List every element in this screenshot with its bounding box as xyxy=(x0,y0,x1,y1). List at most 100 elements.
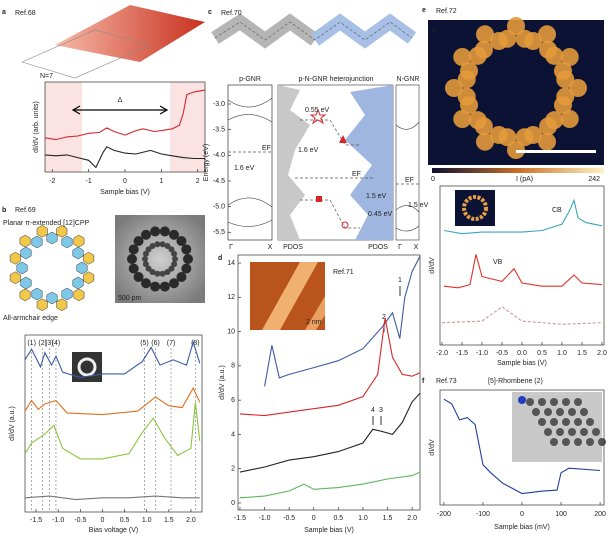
x-tick-label: 1 xyxy=(159,178,163,185)
hexagon xyxy=(61,287,73,301)
stm-dot xyxy=(127,254,137,264)
spectrum xyxy=(264,255,421,387)
annotation: 242 xyxy=(588,176,600,183)
spectrum xyxy=(443,254,603,289)
x-tick-label: 1.5 xyxy=(577,350,587,357)
peak-label: (8) xyxy=(191,340,200,347)
spectrum xyxy=(239,392,421,473)
x-tick-label: 0 xyxy=(100,517,104,524)
hexagon xyxy=(36,298,48,311)
x-tick-label: 1.0 xyxy=(358,515,368,522)
ring-lobe xyxy=(538,132,556,151)
stm-dot xyxy=(141,229,151,240)
stm-pattern xyxy=(127,226,193,292)
ring-lobe xyxy=(545,46,564,65)
x-tick-label: 200 xyxy=(594,511,606,518)
x-tick-label: -1.5 xyxy=(456,350,468,357)
annotation: N=7 xyxy=(40,73,53,80)
spectrum xyxy=(443,198,603,235)
x-axis-label: Sample bias (V) xyxy=(497,360,547,367)
annotation: Γ xyxy=(398,244,402,251)
panel-letter: f xyxy=(422,378,425,385)
stm-dot xyxy=(149,268,156,275)
y-axis-label: dI/dV (a.u.) xyxy=(9,406,16,441)
annotation: 1.5 eV xyxy=(366,193,387,200)
hexagon xyxy=(36,225,48,238)
annotation: 500 pm xyxy=(118,295,142,302)
panel-ref: Ref.73 xyxy=(436,378,457,385)
annotation: N-GNR xyxy=(397,76,420,83)
hex-dot xyxy=(556,428,564,436)
stm-dot xyxy=(145,265,152,272)
x-tick-label: -1 xyxy=(86,178,92,185)
stm-dot xyxy=(142,261,149,268)
x-tick-label: 0.5 xyxy=(333,515,343,522)
plot-frame xyxy=(237,254,421,511)
annotation: 2 nm xyxy=(306,319,322,326)
x-tick-label: 0 xyxy=(520,511,524,518)
stm-dot xyxy=(142,256,148,262)
markers xyxy=(309,108,349,229)
ring-lobe xyxy=(468,111,487,130)
stm-dot xyxy=(172,256,178,262)
peak-label: (7) xyxy=(167,340,176,347)
hexagon xyxy=(73,288,85,302)
hexagon xyxy=(56,225,68,238)
annotation: X xyxy=(414,244,419,251)
panel-ref: Ref.70 xyxy=(221,10,242,17)
peak-label: (1) xyxy=(27,340,36,347)
stm-dot xyxy=(150,281,161,292)
ring-lobe xyxy=(453,48,472,66)
y-axis-label: dI/dV (arb. units) xyxy=(33,101,40,153)
plot-frame xyxy=(227,84,273,241)
x-axis-label: Sample bias (V) xyxy=(100,189,150,196)
hex-dot xyxy=(562,398,570,406)
x-tick-label: 100 xyxy=(555,511,567,518)
ring-lobe xyxy=(489,125,508,144)
pdos-fill xyxy=(278,85,310,240)
inset-pattern xyxy=(526,398,606,446)
y-tick-label: 10 xyxy=(227,328,235,335)
panel-letter: b xyxy=(2,207,6,214)
ring-lobe xyxy=(498,29,517,48)
annotation: EF xyxy=(352,171,361,178)
stm-dot xyxy=(133,271,144,282)
spectrum xyxy=(239,317,421,417)
scale-bar xyxy=(516,150,596,153)
panel-letter: e xyxy=(422,7,426,14)
x-axis-label: Bias voltage (V) xyxy=(89,527,138,534)
x-tick-label: -200 xyxy=(437,511,451,518)
x-tick-label: -1.0 xyxy=(259,515,271,522)
shade xyxy=(45,82,82,172)
gnr-drawing xyxy=(310,13,417,49)
hex-dot xyxy=(532,408,540,416)
hexagon xyxy=(56,298,68,311)
x-tick-label: 0 xyxy=(312,515,316,522)
inset-ring xyxy=(77,357,97,377)
hex-dot xyxy=(574,438,582,446)
hex-dot xyxy=(538,398,546,406)
x-tick-label: 2 xyxy=(196,178,200,185)
hexagon xyxy=(16,261,28,275)
hexagon xyxy=(20,246,32,260)
spectrum xyxy=(44,146,205,169)
panel-ref: Ref.72 xyxy=(436,8,457,15)
delta-arrow xyxy=(71,105,169,115)
panel-ref: Ref.69 xyxy=(15,207,36,214)
tip-marker xyxy=(518,396,526,404)
x-tick-label: 0 xyxy=(123,178,127,185)
ring-lobe xyxy=(539,117,558,136)
y-tick-label: 2 xyxy=(231,466,235,473)
hexagon xyxy=(73,234,85,248)
x-tick-label: -100 xyxy=(476,511,490,518)
x-tick-label: 1.0 xyxy=(142,517,152,524)
levels xyxy=(228,119,419,229)
ring-lobe xyxy=(560,48,579,66)
spectrum xyxy=(24,495,200,501)
hexagon xyxy=(9,271,21,285)
hex-dot xyxy=(580,408,588,416)
x-tick-label: 0.5 xyxy=(120,517,130,524)
inset-stripe xyxy=(305,296,325,330)
stm-dot xyxy=(159,281,170,292)
